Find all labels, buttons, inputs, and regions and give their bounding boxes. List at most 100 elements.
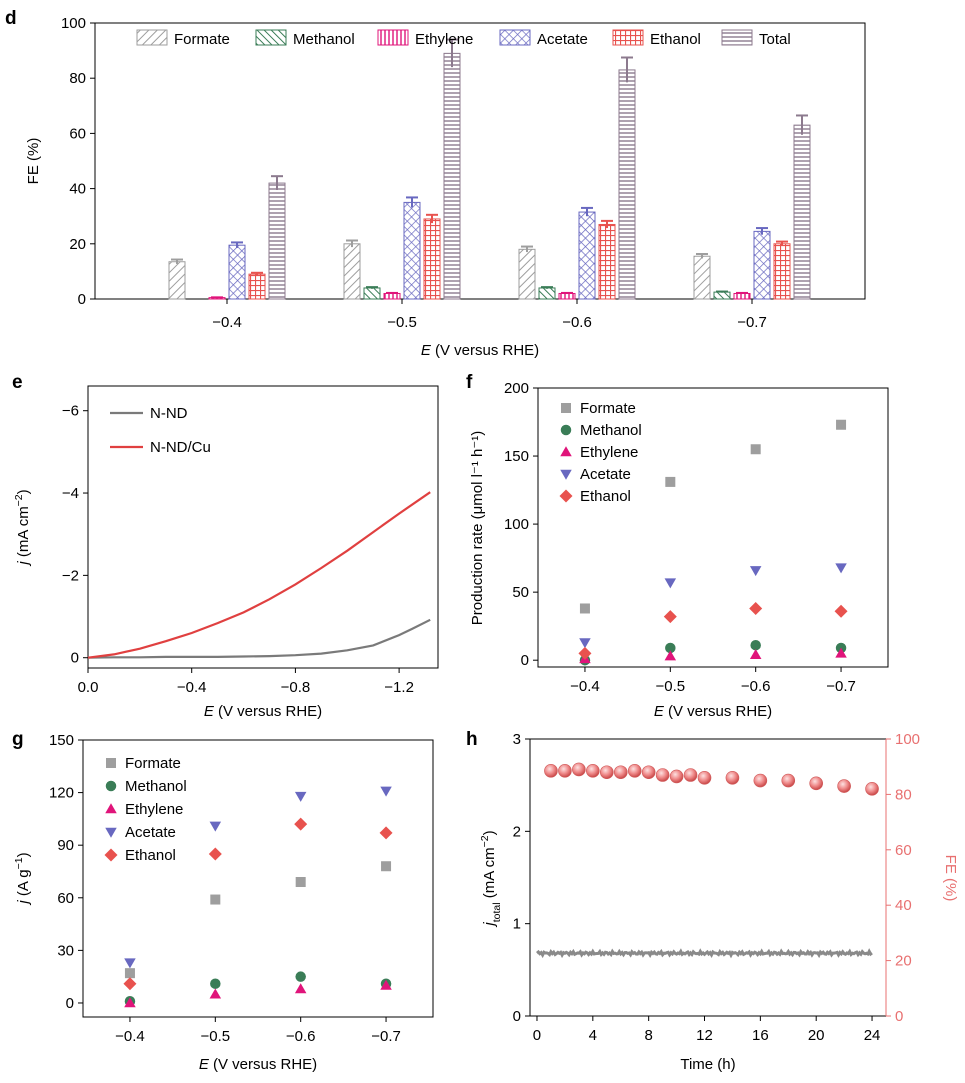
point-acetate — [380, 786, 392, 797]
point-formate — [836, 419, 847, 430]
point-acetate — [579, 638, 591, 649]
y-tick-label: 50 — [512, 584, 529, 601]
fe-point — [725, 770, 740, 785]
line-n-nd-cu — [87, 491, 431, 659]
x-tick-label: −0.4 — [570, 678, 600, 695]
x-axis-label-rest: (V versus RHE) — [214, 703, 322, 720]
y-axis-label-close: ) — [15, 852, 32, 857]
point-formate — [124, 968, 135, 979]
fe-point — [613, 765, 628, 780]
legend-label-n-nd-cu: N-ND/Cu — [150, 439, 211, 456]
bar-total — [618, 69, 636, 300]
x-tick-label: −0.7 — [826, 678, 856, 695]
y-tick-label: 1 — [513, 916, 521, 933]
bar-ethanol — [423, 218, 441, 300]
x-axis-label-rest: (V versus RHE) — [431, 342, 539, 359]
legend-swatch-ethanol — [612, 29, 644, 46]
bar-formate — [343, 243, 361, 300]
y-axis-label-sup: −1 — [13, 857, 25, 869]
x-tick-label: 24 — [864, 1027, 881, 1044]
fe-point — [572, 762, 586, 777]
x-tick-label: 12 — [696, 1027, 713, 1044]
x-axis-label-rest: (V versus RHE) — [664, 703, 772, 720]
point-methanol — [295, 971, 306, 982]
legend-marker-ethylene — [560, 446, 572, 457]
y-axis-label-close: ) — [481, 830, 498, 835]
chart-f: 0 50 100 150 200 −0.4 −0.5 −0.6 −0.7 Formate Metha… — [469, 380, 889, 720]
y-tick-label: −6 — [62, 403, 79, 420]
legend-label-n-nd: N-ND — [150, 405, 188, 422]
y-tick-label: 150 — [49, 732, 74, 749]
y2-tick-label: 0 — [895, 1008, 903, 1025]
legend-swatch-formate — [136, 29, 168, 46]
plot-frame — [537, 387, 889, 668]
fe-point — [865, 782, 879, 796]
legend-marker-acetate — [560, 469, 572, 480]
legend-swatch-methanol — [255, 29, 287, 46]
y-tick-label: 100 — [61, 15, 86, 32]
x-tick-label: −0.4 — [115, 1028, 145, 1045]
y-tick-label: 0 — [78, 291, 86, 308]
current-trace — [536, 948, 873, 959]
x-tick-label: −0.5 — [387, 314, 417, 331]
x-tick-label: −0.6 — [741, 678, 771, 695]
point-ethanol — [123, 977, 137, 991]
x-tick-label: −0.5 — [201, 1028, 231, 1045]
y2-tick-label: 40 — [895, 897, 912, 914]
legend-marker-acetate — [105, 827, 117, 838]
point-acetate — [209, 821, 222, 832]
legend-marker-formate — [561, 403, 571, 413]
legend-label-formate: Formate — [580, 400, 636, 417]
plot-frame — [94, 22, 866, 300]
point-ethylene — [380, 979, 392, 990]
fe-point — [683, 768, 698, 782]
y-axis-label-rest: (A g — [15, 869, 32, 900]
y-tick-label: 0 — [71, 650, 79, 667]
y-tick-label: 120 — [49, 785, 74, 802]
y-axis-label-sup: −2 — [479, 835, 491, 847]
line-n-nd — [87, 618, 431, 659]
legend-label-methanol: Methanol — [293, 31, 355, 48]
y-tick-label: 0 — [513, 1008, 521, 1025]
fe-point — [669, 769, 684, 784]
legend-label-ethylene: Ethylene — [415, 31, 473, 48]
chart-g: 0 30 60 90 120 150 −0.4 −0.5 −0.6 −0.7 Formate Meth… — [13, 732, 434, 1073]
x-axis-label: Time (h) — [680, 1056, 735, 1073]
bar-methanol — [363, 287, 381, 300]
bar-acetate — [753, 230, 771, 300]
point-methanol — [665, 642, 676, 654]
fe-point — [586, 764, 600, 778]
y-axis-label: j (mA cm−2) — [13, 489, 32, 566]
legend-marker-ethanol — [559, 489, 573, 503]
y-tick-label: 30 — [57, 942, 74, 959]
point-acetate — [664, 578, 677, 589]
bar-methanol — [713, 291, 731, 300]
panel-label-h: h — [466, 729, 478, 750]
legend-marker-ethylene — [105, 803, 117, 814]
legend-marker-methanol — [560, 424, 572, 436]
legend-label-ethylene: Ethylene — [125, 801, 183, 818]
point-ethanol — [379, 826, 393, 840]
x-axis-label: E (V versus RHE) — [421, 342, 539, 359]
y2-tick-label: 20 — [895, 953, 912, 970]
legend-swatch-acetate — [499, 29, 531, 46]
bar-ethanol — [248, 273, 266, 300]
legend-label-methanol: Methanol — [125, 778, 187, 795]
x-axis-label-italic: E — [204, 703, 215, 720]
fe-point — [837, 779, 851, 793]
x-tick-label: −0.8 — [281, 679, 311, 696]
y-axis-label-italic: j — [15, 561, 32, 567]
x-tick-label: 4 — [589, 1027, 597, 1044]
legend-marker-ethanol — [104, 848, 118, 862]
y-tick-label: 0 — [521, 652, 529, 669]
point-formate — [750, 444, 761, 455]
x-tick-label: −0.4 — [212, 314, 242, 331]
legend-label-acetate: Acetate — [125, 824, 176, 841]
x-axis-label: E (V versus RHE) — [199, 1056, 317, 1073]
x-axis-label-italic: E — [199, 1056, 210, 1073]
legend-label-acetate: Acetate — [537, 31, 588, 48]
fe-point — [809, 776, 823, 791]
y-axis-label: jtotal (mA cm−2) — [479, 830, 503, 927]
y-tick-label: 200 — [504, 380, 529, 397]
bar-ethylene — [558, 292, 576, 300]
